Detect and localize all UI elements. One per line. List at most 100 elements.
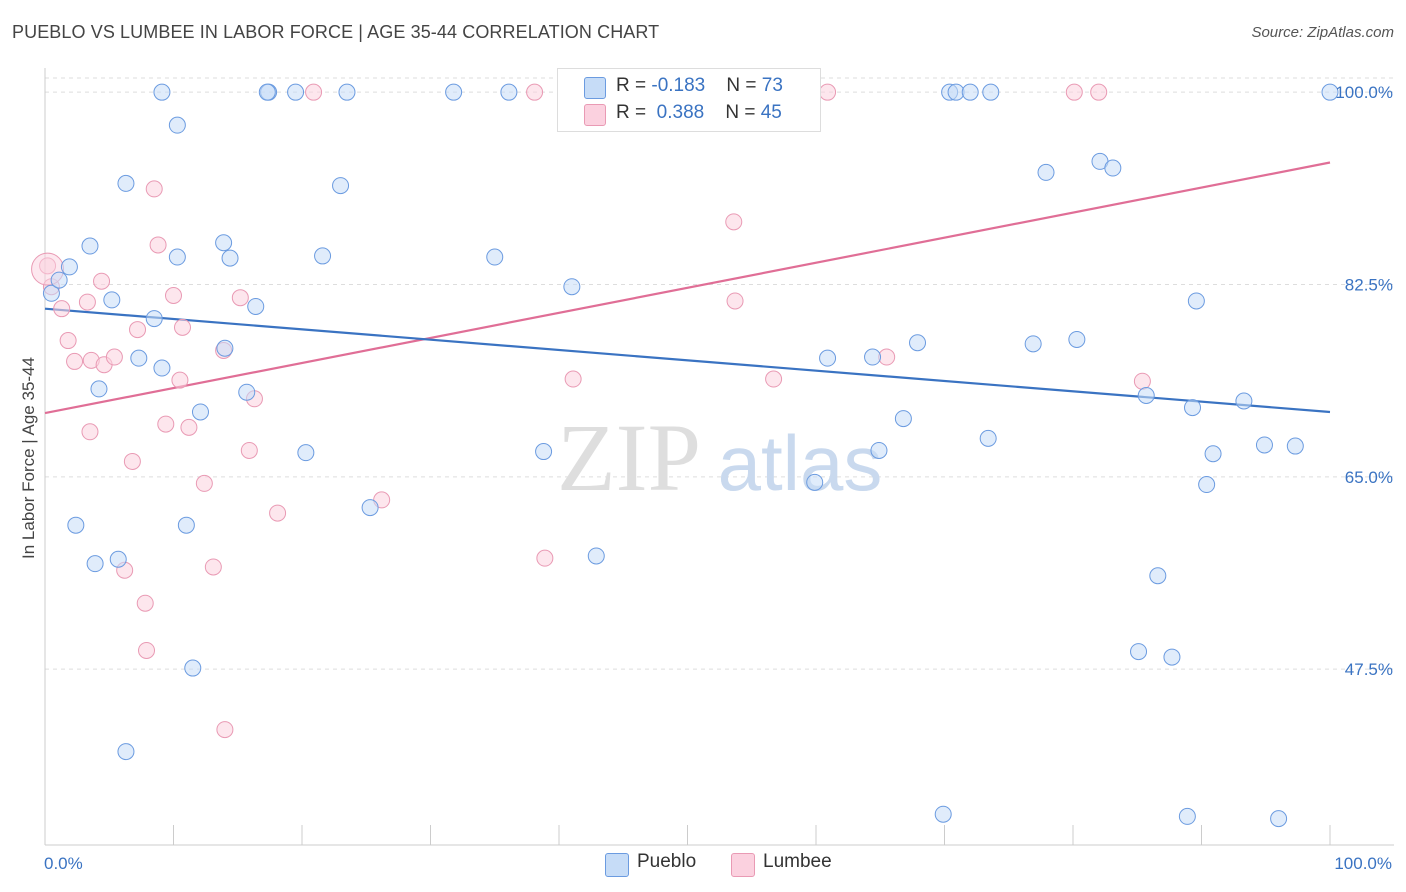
y-tick-label: 100.0% xyxy=(1335,83,1393,102)
pueblo-point xyxy=(1149,567,1167,585)
lumbee-legend-label: Lumbee xyxy=(763,851,832,872)
pueblo-point xyxy=(909,334,927,352)
x-tick-label: 0.0% xyxy=(44,854,83,873)
lumbee-point xyxy=(78,293,96,311)
pueblo-point xyxy=(979,429,997,447)
pueblo-point xyxy=(1270,810,1288,828)
pueblo-point xyxy=(1137,387,1155,405)
pueblo-point xyxy=(819,349,837,367)
legend-text-pueblo: R = -0.183 N = 73 xyxy=(616,75,783,97)
lumbee-point xyxy=(93,272,111,290)
pueblo-point xyxy=(1187,292,1205,310)
pueblo-point xyxy=(60,258,78,276)
x-tick-label: 100.0% xyxy=(1334,854,1392,873)
lumbee-point xyxy=(123,452,141,470)
lumbee-point xyxy=(305,83,323,101)
pueblo-point xyxy=(247,297,265,315)
pueblo-point xyxy=(806,473,824,491)
pueblo-point xyxy=(947,83,965,101)
pueblo-point xyxy=(486,248,504,266)
stats-legend: R = -0.183 N = 73 R = 0.388 N = 45 xyxy=(557,68,821,132)
lumbee-point xyxy=(231,289,249,307)
legend-text-lumbee: R = 0.388 N = 45 xyxy=(616,102,782,124)
pueblo-point xyxy=(332,177,350,195)
axes xyxy=(44,68,1394,846)
pueblo-point xyxy=(184,659,202,677)
pueblo-swatch xyxy=(584,77,606,99)
lumbee-r-label: R = xyxy=(616,102,652,123)
pueblo-n-label: N = xyxy=(726,75,762,96)
pueblo-point xyxy=(297,444,315,462)
pueblo-point xyxy=(90,380,108,398)
pueblo-point xyxy=(153,359,171,377)
pueblo-point xyxy=(287,83,305,101)
pueblo-point xyxy=(117,743,135,761)
pueblo-point xyxy=(153,83,171,101)
pueblo-r-label: R = xyxy=(616,75,652,96)
pueblo-point xyxy=(1204,445,1222,463)
pueblo-n-value: 73 xyxy=(761,75,783,96)
lumbee-point xyxy=(145,180,163,198)
lumbee-r-value: 0.388 xyxy=(656,102,705,123)
pueblo-point xyxy=(81,237,99,255)
lumbee-trend-line xyxy=(44,161,1331,415)
lumbee-point xyxy=(138,641,156,659)
pueblo-point xyxy=(445,83,463,101)
pueblo-point xyxy=(221,249,239,267)
lumbee-point xyxy=(59,332,77,350)
lumbee-point xyxy=(149,236,167,254)
lumbee-point xyxy=(136,594,154,612)
pueblo-point xyxy=(191,403,209,421)
lumbee-point xyxy=(66,352,84,370)
pueblo-point xyxy=(1037,163,1055,181)
y-tick-label: 82.5% xyxy=(1345,276,1393,295)
pueblo-point xyxy=(500,83,518,101)
lumbee-n-value: 45 xyxy=(760,102,782,123)
watermark-zip: ZIP xyxy=(557,404,701,511)
watermark-atlas: atlas xyxy=(718,419,883,507)
pueblo-point xyxy=(1184,399,1202,417)
tick-labels: 47.5% 65.0% 82.5% 100.0% 0.0% 100.0% xyxy=(44,83,1393,873)
lumbee-point xyxy=(240,441,258,459)
lumbee-point xyxy=(1090,83,1108,101)
pueblo-point xyxy=(587,547,605,565)
pueblo-point xyxy=(145,310,163,328)
pueblo-point xyxy=(258,83,276,101)
pueblo-point xyxy=(361,499,379,517)
pueblo-point xyxy=(130,349,148,367)
pueblo-point xyxy=(1068,330,1086,348)
pueblo-point xyxy=(216,339,234,357)
lumbee-point xyxy=(878,348,896,366)
lumbee-point xyxy=(195,474,213,492)
lumbee-point xyxy=(81,423,99,441)
pueblo-point xyxy=(1235,392,1253,410)
pueblo-point xyxy=(109,550,127,568)
pueblo-point xyxy=(238,383,256,401)
lumbee-point xyxy=(165,286,182,304)
pueblo-point xyxy=(1321,83,1339,101)
source-credit: Source: ZipAtlas.com xyxy=(1251,24,1394,41)
pueblo-point xyxy=(177,516,195,534)
pueblo-point xyxy=(338,83,356,101)
lumbee-point xyxy=(105,348,123,366)
pueblo-point xyxy=(1163,648,1181,666)
lumbee-point xyxy=(129,321,147,339)
lumbee-point xyxy=(216,721,234,739)
pueblo-trend-line xyxy=(44,307,1331,414)
pueblo-legend-label: Pueblo xyxy=(637,851,697,872)
trend-lines xyxy=(44,161,1331,415)
pueblo-point xyxy=(215,234,233,252)
lumbee-point xyxy=(269,504,287,522)
pueblo-point xyxy=(1024,335,1042,353)
pueblo-point xyxy=(168,248,186,266)
pueblo-points xyxy=(42,83,1339,828)
pueblo-point xyxy=(86,555,104,573)
lumbee-point xyxy=(726,292,744,310)
pueblo-point xyxy=(894,410,912,428)
pueblo-point xyxy=(864,348,882,366)
pueblo-point xyxy=(870,441,888,459)
lumbee-point xyxy=(725,213,743,231)
pueblo-r-value: -0.183 xyxy=(651,75,706,96)
pueblo-legend-swatch xyxy=(605,853,629,877)
